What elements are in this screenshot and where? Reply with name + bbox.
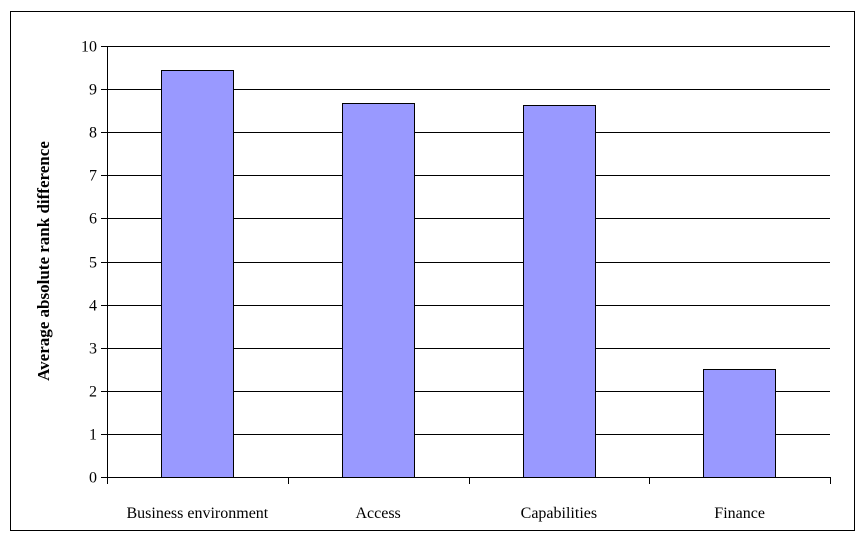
y-tick-label: 1: [89, 427, 97, 444]
bar-finance: [703, 369, 776, 478]
y-tick-label: 10: [81, 39, 97, 56]
axes: [101, 46, 831, 484]
x-category-label: Finance: [714, 505, 765, 522]
y-axis-title: Average absolute rank difference: [34, 141, 53, 381]
x-category-label: Access: [355, 505, 400, 522]
y-tick-label: 0: [89, 470, 97, 487]
bars: [161, 70, 776, 478]
x-category-labels: Business environment Access Capabilities Fi…: [126, 505, 764, 522]
y-tick-label: 2: [89, 384, 97, 401]
y-tick-label: 8: [89, 125, 97, 142]
y-tick-label: 4: [89, 298, 97, 315]
y-tick-label: 9: [89, 82, 97, 99]
bar-business-environment: [161, 70, 234, 478]
bar-access: [342, 103, 415, 478]
y-tick-label: 7: [89, 168, 97, 185]
y-tick-labels: 0 1 2 3 4 5 6 7 8 9 10: [81, 39, 97, 487]
y-tick-label: 5: [89, 255, 97, 272]
y-tick-label: 3: [89, 341, 97, 358]
y-tick-label: 6: [89, 211, 97, 228]
bar-capabilities: [523, 105, 596, 478]
x-category-label: Capabilities: [521, 505, 597, 522]
x-category-label: Business environment: [126, 505, 268, 522]
